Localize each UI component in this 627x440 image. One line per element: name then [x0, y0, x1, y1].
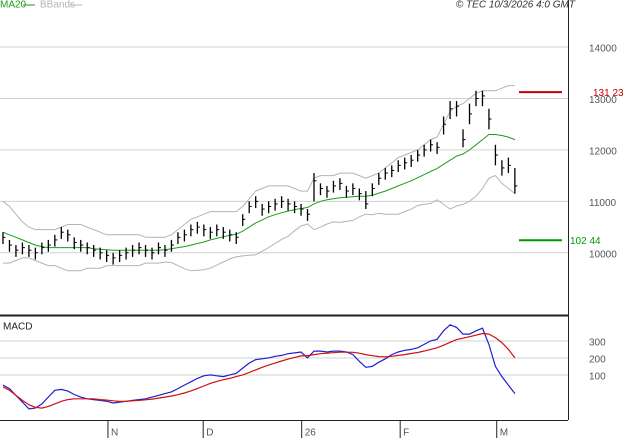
panel-title: MACD — [3, 322, 32, 333]
x-tick-label: N — [111, 428, 118, 439]
y-tick-label: 12000 — [589, 147, 617, 158]
legend-label: BBands — [40, 0, 75, 11]
y-tick-label: 200 — [589, 355, 606, 366]
level-label: 102 44 — [570, 236, 601, 247]
y-tick-label: 14000 — [589, 44, 617, 55]
level-label: 131 23 — [593, 88, 624, 99]
source: © TEC 10/3/2026 4:0 GMT — [456, 0, 576, 11]
x-tick-label: 26 — [305, 428, 317, 439]
legend-label: MA20 — [0, 0, 27, 11]
bollinger-band — [2, 85, 515, 238]
y-tick-label: 300 — [589, 338, 606, 349]
bollinger-band — [3, 175, 516, 272]
y-tick-label: 10000 — [589, 249, 617, 260]
y-tick-label: 11000 — [589, 198, 617, 209]
macd-line — [2, 332, 516, 409]
y-tick-label: 13000 — [589, 95, 617, 106]
x-tick-label: M — [500, 428, 508, 439]
x-tick-label: F — [403, 428, 409, 439]
x-tick-label: D — [206, 428, 213, 439]
y-tick-label: 100 — [589, 372, 606, 383]
